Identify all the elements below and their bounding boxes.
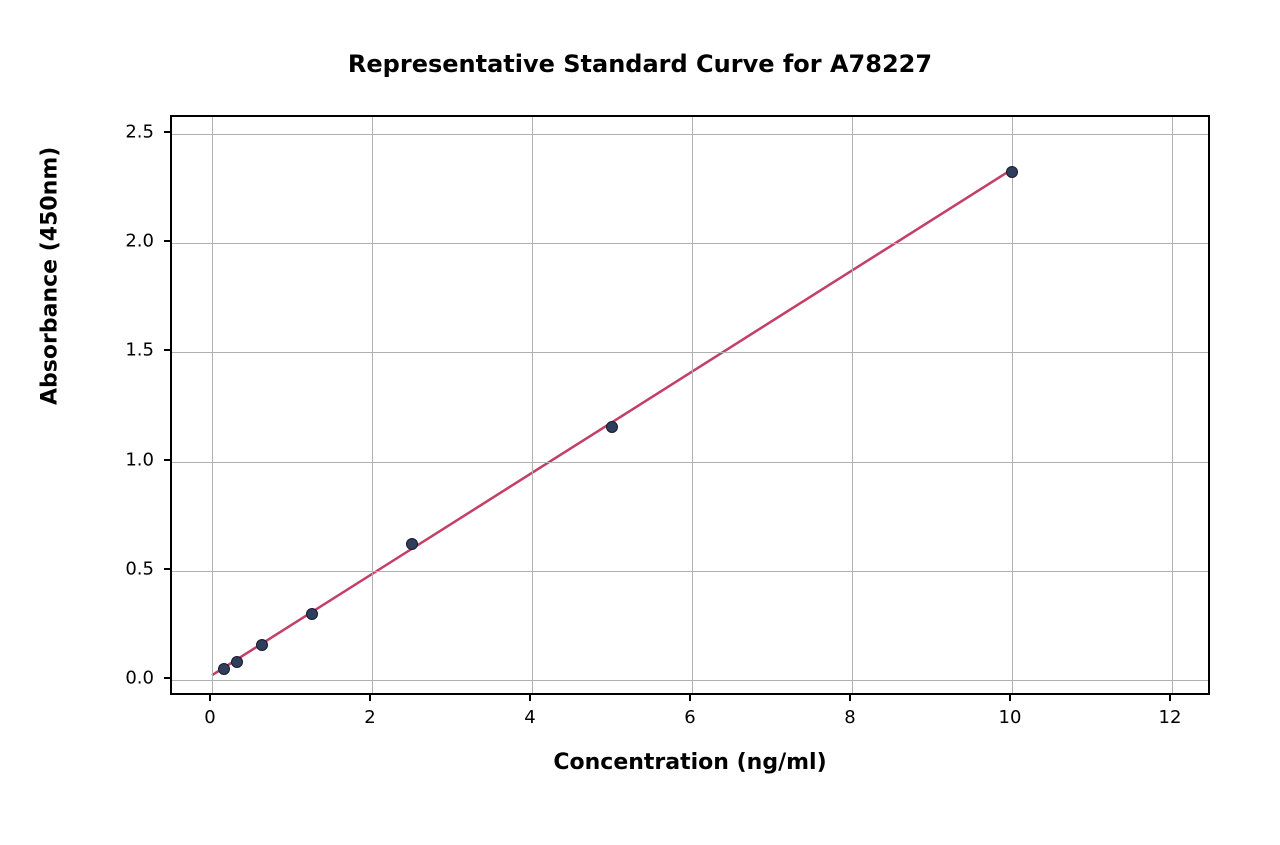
x-tick-mark	[1009, 695, 1011, 701]
data-point	[306, 608, 318, 620]
grid-line-vertical	[212, 117, 213, 693]
x-axis-label: Concentration (ng/ml)	[170, 750, 1210, 775]
grid-line-horizontal	[172, 352, 1208, 353]
y-tick-mark	[164, 568, 170, 570]
x-tick-label: 0	[204, 707, 215, 728]
data-point	[256, 639, 268, 651]
plot-area	[170, 115, 1210, 695]
y-tick-mark	[164, 349, 170, 351]
x-tick-label: 10	[999, 707, 1022, 728]
grid-line-vertical	[372, 117, 373, 693]
grid-line-horizontal	[172, 243, 1208, 244]
data-point	[218, 663, 230, 675]
chart-container: Representative Standard Curve for A78227…	[0, 0, 1280, 845]
grid-line-vertical	[1012, 117, 1013, 693]
y-tick-mark	[164, 131, 170, 133]
x-tick-label: 12	[1159, 707, 1182, 728]
data-point	[1006, 166, 1018, 178]
x-tick-mark	[1169, 695, 1171, 701]
y-tick-mark	[164, 677, 170, 679]
x-tick-mark	[369, 695, 371, 701]
x-tick-label: 6	[684, 707, 695, 728]
grid-line-vertical	[692, 117, 693, 693]
x-tick-mark	[529, 695, 531, 701]
data-point	[406, 538, 418, 550]
grid-line-horizontal	[172, 571, 1208, 572]
grid-line-horizontal	[172, 134, 1208, 135]
x-tick-label: 8	[844, 707, 855, 728]
y-tick-label: 0.5	[125, 558, 154, 579]
data-point	[606, 421, 618, 433]
chart-title: Representative Standard Curve for A78227	[0, 50, 1280, 78]
y-tick-label: 2.0	[125, 231, 154, 252]
grid-line-vertical	[532, 117, 533, 693]
grid-line-vertical	[852, 117, 853, 693]
data-point	[231, 656, 243, 668]
x-tick-mark	[209, 695, 211, 701]
x-tick-mark	[689, 695, 691, 701]
x-tick-label: 2	[364, 707, 375, 728]
y-tick-mark	[164, 240, 170, 242]
y-tick-label: 2.5	[125, 122, 154, 143]
grid-line-horizontal	[172, 462, 1208, 463]
y-tick-label: 0.0	[125, 667, 154, 688]
grid-line-vertical	[1172, 117, 1173, 693]
x-tick-mark	[849, 695, 851, 701]
grid-line-horizontal	[172, 680, 1208, 681]
y-tick-label: 1.0	[125, 449, 154, 470]
y-tick-mark	[164, 459, 170, 461]
x-tick-label: 4	[524, 707, 535, 728]
y-tick-label: 1.5	[125, 340, 154, 361]
